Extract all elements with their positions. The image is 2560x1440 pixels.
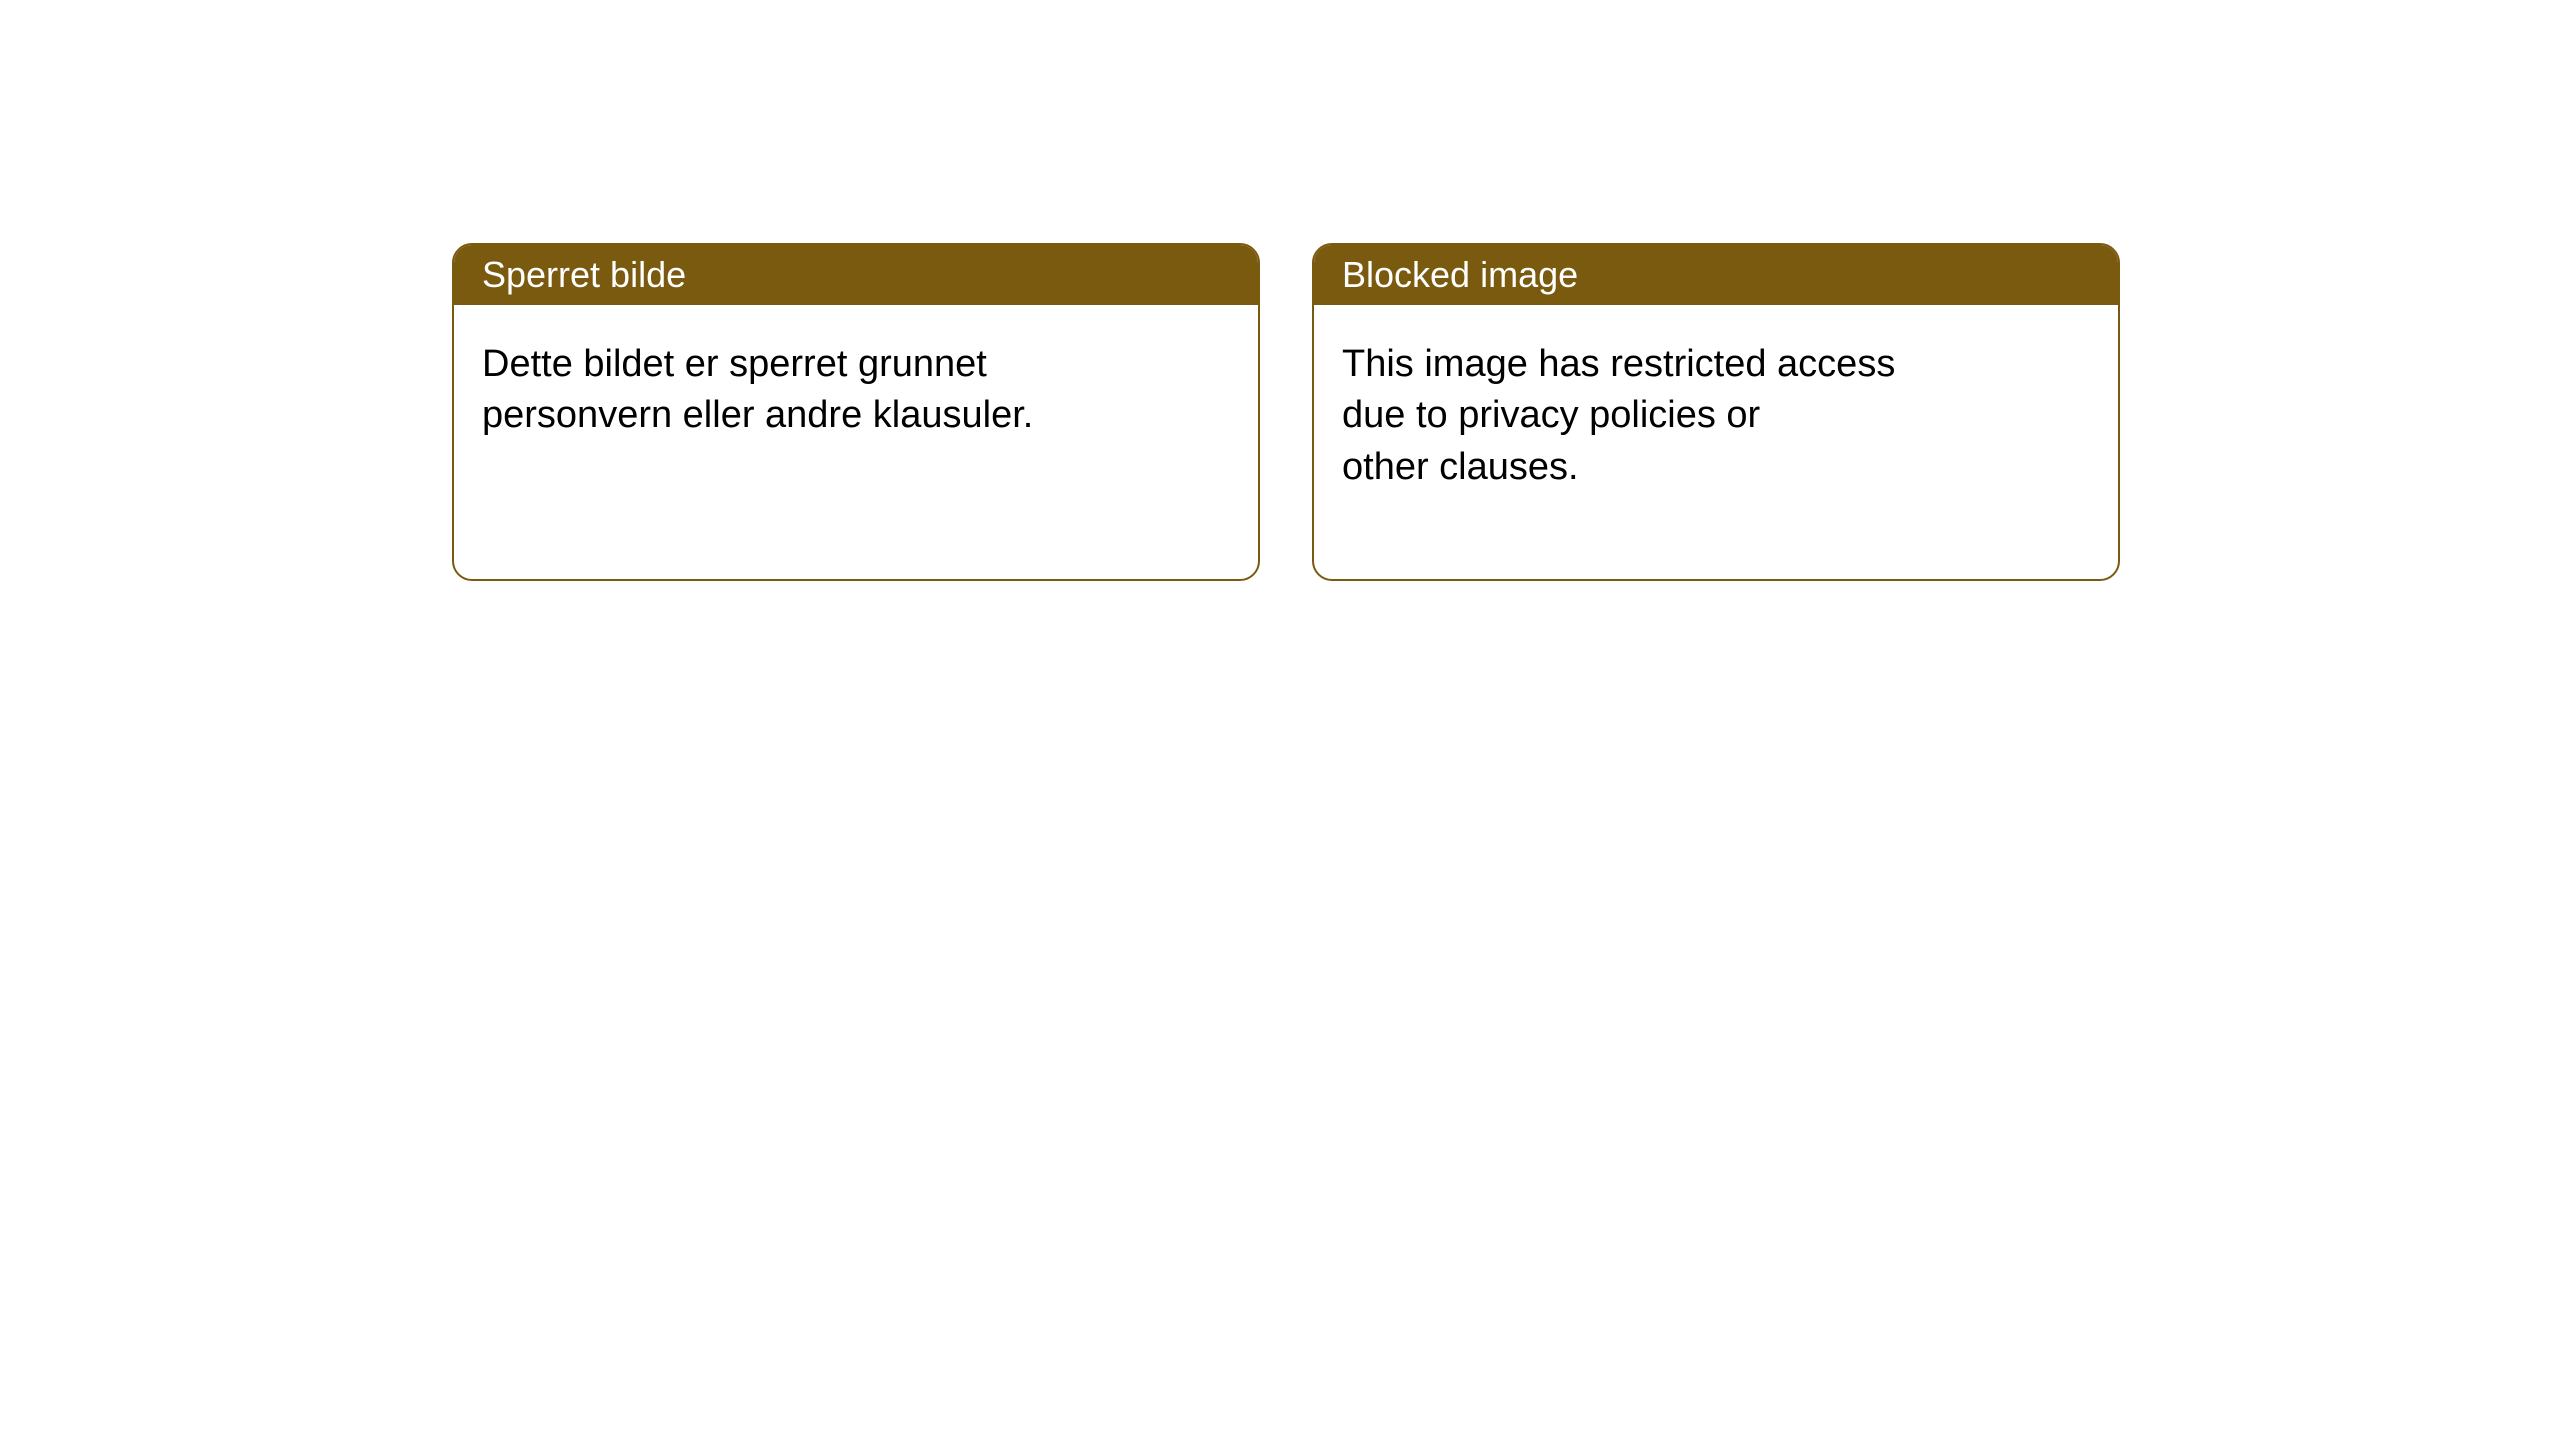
notice-body-norwegian: Dette bildet er sperret grunnet personve… [454,305,1258,476]
notice-box-english: Blocked image This image has restricted … [1312,243,2120,581]
notice-header-norwegian: Sperret bilde [454,245,1258,305]
notice-header-english: Blocked image [1314,245,2118,305]
notice-box-norwegian: Sperret bilde Dette bildet er sperret gr… [452,243,1260,581]
notice-body-english: This image has restricted access due to … [1314,305,2118,527]
notice-container: Sperret bilde Dette bildet er sperret gr… [452,243,2120,581]
